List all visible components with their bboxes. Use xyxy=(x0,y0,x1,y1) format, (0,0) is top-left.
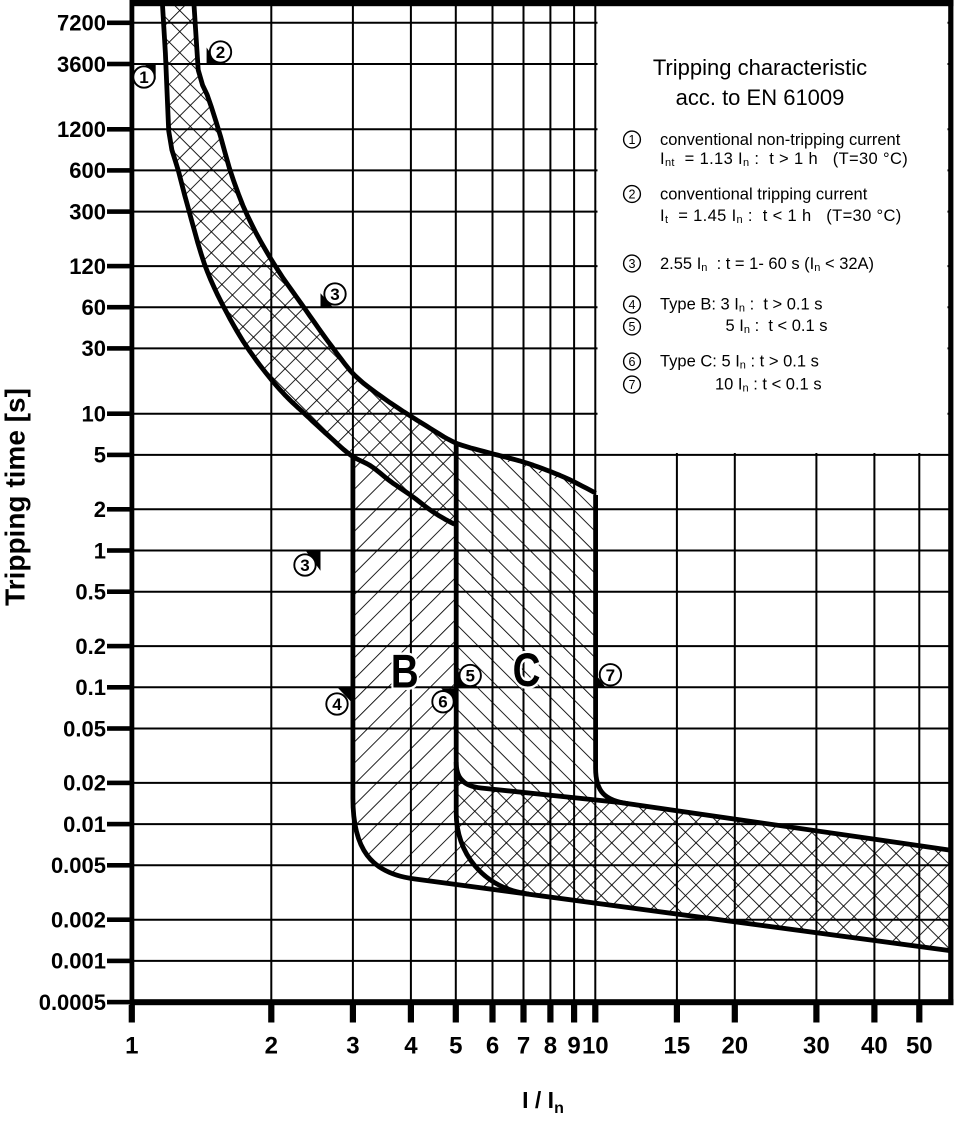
svg-text:10 In : t < 0.1 s: 10 In : t < 0.1 s xyxy=(715,375,822,394)
svg-text:Tripping time [s]: Tripping time [s] xyxy=(0,388,31,606)
svg-text:8: 8 xyxy=(544,1033,557,1060)
svg-text:C: C xyxy=(513,644,541,696)
svg-text:3600: 3600 xyxy=(57,52,106,77)
svg-text:Int = 1.13 In : t > 1 h (T: Int = 1.13 In : t > 1 h (T=30 °C) xyxy=(660,150,908,169)
svg-text:3: 3 xyxy=(300,556,309,575)
svg-text:1: 1 xyxy=(125,1033,138,1060)
svg-text:5: 5 xyxy=(449,1033,462,1060)
svg-text:6: 6 xyxy=(438,693,447,712)
svg-text:0.1: 0.1 xyxy=(75,675,106,700)
svg-text:B: B xyxy=(391,646,419,698)
svg-text:4: 4 xyxy=(629,298,636,312)
svg-text:40: 40 xyxy=(861,1033,888,1060)
svg-text:15: 15 xyxy=(664,1033,691,1060)
svg-text:30: 30 xyxy=(803,1033,830,1060)
svg-text:0.0005: 0.0005 xyxy=(39,990,106,1015)
svg-text:3: 3 xyxy=(629,257,636,271)
svg-text:5: 5 xyxy=(629,320,636,334)
svg-text:0.005: 0.005 xyxy=(51,853,106,878)
svg-text:Type C: 5 In : t > 0.1 s: Type C: 5 In : t > 0.1 s xyxy=(660,353,819,372)
svg-text:7200: 7200 xyxy=(57,11,106,36)
svg-text:0.01: 0.01 xyxy=(63,812,106,837)
svg-text:9: 9 xyxy=(567,1033,580,1060)
svg-text:7: 7 xyxy=(606,666,615,685)
svg-text:0.002: 0.002 xyxy=(51,908,106,933)
svg-text:1: 1 xyxy=(94,538,106,563)
svg-text:7: 7 xyxy=(517,1033,530,1060)
svg-text:3: 3 xyxy=(346,1033,359,1060)
svg-text:2: 2 xyxy=(629,187,636,201)
svg-text:6: 6 xyxy=(486,1033,499,1060)
svg-text:120: 120 xyxy=(69,254,106,279)
svg-text:30: 30 xyxy=(82,336,106,361)
svg-text:6: 6 xyxy=(629,355,636,369)
svg-text:300: 300 xyxy=(69,199,106,224)
svg-text:Type B: 3 In : t > 0.1 s: Type B: 3 In : t > 0.1 s xyxy=(660,296,823,315)
svg-text:1: 1 xyxy=(629,133,636,147)
svg-text:600: 600 xyxy=(69,158,106,183)
svg-text:60: 60 xyxy=(82,295,106,320)
svg-text:1: 1 xyxy=(139,68,148,87)
svg-text:5 In : t < 0.1 s: 5 In : t < 0.1 s xyxy=(726,317,828,336)
svg-text:10: 10 xyxy=(582,1033,609,1060)
svg-text:2: 2 xyxy=(265,1033,278,1060)
svg-text:0.001: 0.001 xyxy=(51,949,106,974)
svg-text:2.55 In : t = 1- 60 s (In < 3: 2.55 In : t = 1- 60 s (In < 32A) xyxy=(660,255,874,274)
svg-text:50: 50 xyxy=(906,1033,933,1060)
svg-text:20: 20 xyxy=(721,1033,748,1060)
svg-text:0.05: 0.05 xyxy=(63,716,106,741)
svg-text:0.02: 0.02 xyxy=(63,771,106,796)
svg-text:0.2: 0.2 xyxy=(75,634,106,659)
svg-text:It = 1.45 In : t < 1 h (T=: It = 1.45 In : t < 1 h (T=30 °C) xyxy=(660,207,902,226)
svg-text:2: 2 xyxy=(216,43,225,62)
svg-text:5: 5 xyxy=(94,443,106,468)
svg-text:conventional tripping current: conventional tripping current xyxy=(660,186,868,204)
svg-text:7: 7 xyxy=(629,378,636,392)
svg-text:4: 4 xyxy=(404,1033,418,1060)
svg-text:Tripping characteristic: Tripping characteristic xyxy=(653,55,867,80)
svg-text:3: 3 xyxy=(330,285,339,304)
svg-text:acc. to EN 61009: acc. to EN 61009 xyxy=(676,85,845,110)
svg-text:4: 4 xyxy=(332,695,342,714)
svg-text:1200: 1200 xyxy=(57,117,106,142)
svg-text:5: 5 xyxy=(465,667,474,686)
svg-text:2: 2 xyxy=(94,497,106,522)
svg-text:conventional non-tripping curr: conventional non-tripping current xyxy=(660,131,901,149)
svg-text:0.5: 0.5 xyxy=(75,580,106,605)
svg-text:10: 10 xyxy=(82,402,106,427)
